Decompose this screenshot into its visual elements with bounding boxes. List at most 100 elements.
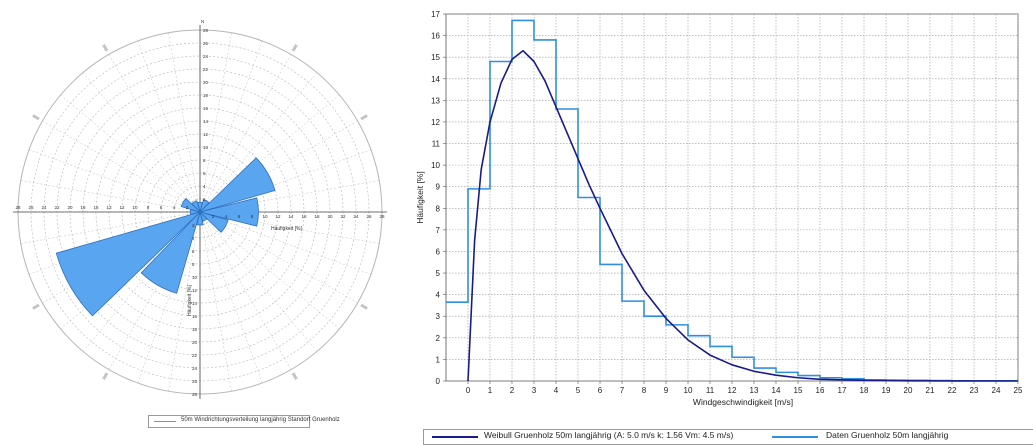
rose-tick-label-north: 12: [203, 132, 209, 137]
rose-sector: [55, 211, 201, 317]
wind-rose-legend-swatch: [154, 421, 176, 422]
y-tick-label: 3: [436, 312, 441, 321]
y-tick-label: 8: [436, 204, 441, 213]
y-tick-label: 13: [431, 96, 440, 105]
x-tick-label: 22: [948, 386, 957, 395]
rose-tick-label-east: 10: [262, 214, 268, 219]
rose-tick-label-south: 28: [192, 392, 198, 397]
rose-sector: [199, 211, 229, 233]
rose-tick-label-north: 4: [203, 184, 206, 189]
rose-tick-label-west: 22: [54, 205, 60, 210]
wind-rose-legend-label: 50m Windrichtungsverteilung langjährig S…: [181, 417, 340, 423]
x-tick-label: 16: [816, 386, 825, 395]
rose-outer-tick: [360, 303, 368, 310]
data-legend-swatch: [772, 436, 818, 438]
rose-outer-tick: [102, 44, 109, 52]
rose-tick-label-south: 8: [192, 262, 195, 267]
rose-tick-label-east: 26: [366, 214, 372, 219]
rose-tick-label-north: 16: [203, 106, 209, 111]
rose-axis-label-south: Häufigkeit [%]: [187, 285, 193, 316]
rose-tick-label-south: 10: [192, 275, 198, 280]
rose-outer-tick: [32, 114, 40, 121]
rose-tick-label-south: 4: [192, 236, 195, 241]
rose-tick-label-south: 18: [192, 327, 198, 332]
rose-sector: [199, 157, 276, 213]
weibull-legend-swatch: [432, 436, 478, 438]
y-tick-label: 17: [431, 10, 440, 19]
rose-sector: [180, 197, 201, 213]
rose-tick-label-west: 12: [119, 205, 125, 210]
rose-tick-label-west: 26: [28, 205, 34, 210]
y-tick-label: 1: [436, 355, 441, 364]
x-tick-label: 20: [904, 386, 913, 395]
y-tick-label: 2: [436, 334, 441, 343]
rose-sector: [196, 211, 204, 226]
wind-rose-chart: 2224446668881010101212121414141616161818…: [13, 19, 387, 399]
rose-sector: [191, 200, 201, 213]
weibull-legend: Weibull Gruenholz 50m langjährig (A: 5.0…: [423, 429, 1033, 445]
y-tick-label: 6: [436, 247, 441, 256]
x-tick-label: 25: [1014, 386, 1023, 395]
rose-tick-label-south: 24: [192, 366, 198, 371]
x-tick-label: 5: [576, 386, 581, 395]
rose-tick-label-south: 20: [192, 340, 198, 345]
rose-tick-label-west: 2: [186, 205, 189, 210]
rose-tick-label-south: 16: [192, 314, 198, 319]
rose-tick-label-west: 4: [173, 205, 176, 210]
weibull-panel: 0 1 2 3 4 5 6 7 8 9 10 11 12 13 14 15 16 17 18 19 20 21 22 23 24…: [410, 0, 1033, 445]
x-tick-label: 13: [750, 386, 759, 395]
rose-tick-label-west: 18: [80, 205, 86, 210]
rose-tick-label-north: 24: [203, 54, 209, 59]
rose-tick-label-east: 4: [225, 214, 228, 219]
y-tick-label: 0: [436, 377, 441, 386]
wind-rose-panel: 2 2 2 4 4 4 6 6 6 8 8 8 10 10 10 12 12 12 14 14 14 16 16 16 18 18…: [0, 0, 410, 436]
x-tick-label: 10: [684, 386, 693, 395]
rose-tick-label-west: 20: [67, 205, 73, 210]
rose-tick-label-east: 28: [379, 214, 385, 219]
rose-outer-tick: [291, 44, 298, 52]
y-tick-label: 15: [431, 53, 440, 62]
rose-tick-label-south: 6: [192, 249, 195, 254]
rose-tick-label-west: 24: [41, 205, 47, 210]
rose-sector: [199, 197, 259, 227]
x-tick-label: 8: [642, 386, 647, 395]
rose-outer-tick: [291, 372, 298, 380]
rose-tick-label-west: 28: [15, 205, 21, 210]
rose-spoke: [199, 211, 292, 370]
rose-tick-label-west: 6: [160, 205, 163, 210]
rose-tick-label-north: 8: [203, 158, 206, 163]
rose-outer-tick: [102, 372, 109, 380]
rose-tick-label-south: 26: [192, 379, 198, 384]
rose-tick-label-north: 22: [203, 67, 209, 72]
x-tick-label: 6: [598, 386, 603, 395]
rose-north-marker: N: [201, 19, 204, 24]
rose-tick-label-west: 13: [106, 205, 112, 210]
x-tick-label: 1: [488, 386, 493, 395]
rose-tick-label-south: 22: [192, 353, 198, 358]
rose-tick-label-south: 12: [192, 288, 198, 293]
weibull-legend-label: Weibull Gruenholz 50m langjährig (A: 5.0…: [484, 430, 734, 440]
x-tick-label: 11: [706, 386, 715, 395]
x-tick-label: 21: [926, 386, 935, 395]
x-tick-label: 15: [794, 386, 803, 395]
rose-tick-label-north: 28: [203, 28, 209, 33]
data-legend-label: Daten Gruenholz 50m langjährig: [826, 430, 949, 440]
y-tick-label: 7: [436, 226, 441, 235]
rose-tick-label-north: 10: [203, 145, 209, 150]
rose-outer-tick: [32, 303, 40, 310]
rose-tick-label-east: 16: [301, 214, 307, 219]
x-tick-label: 4: [554, 386, 559, 395]
x-tick-label: 14: [772, 386, 781, 395]
x-tick-label: 24: [992, 386, 1001, 395]
y-tick-label: 10: [431, 161, 440, 170]
rose-sector: [140, 211, 201, 294]
rose-outer-tick: [360, 114, 368, 121]
x-tick-label: 0: [466, 386, 471, 395]
x-tick-label: 3: [532, 386, 537, 395]
weibull-chart: 0 1 2 3 4 5 6 7 8 9 10 11 12 13 14 15 16 17 18 19 20 21 22 23 24…: [415, 10, 1023, 407]
rose-tick-label-east: 14: [288, 214, 294, 219]
x-tick-label: 18: [860, 386, 869, 395]
y-tick-label: 4: [436, 291, 441, 300]
y-tick-label: 11: [432, 140, 441, 149]
x-tick-label: 19: [882, 386, 891, 395]
